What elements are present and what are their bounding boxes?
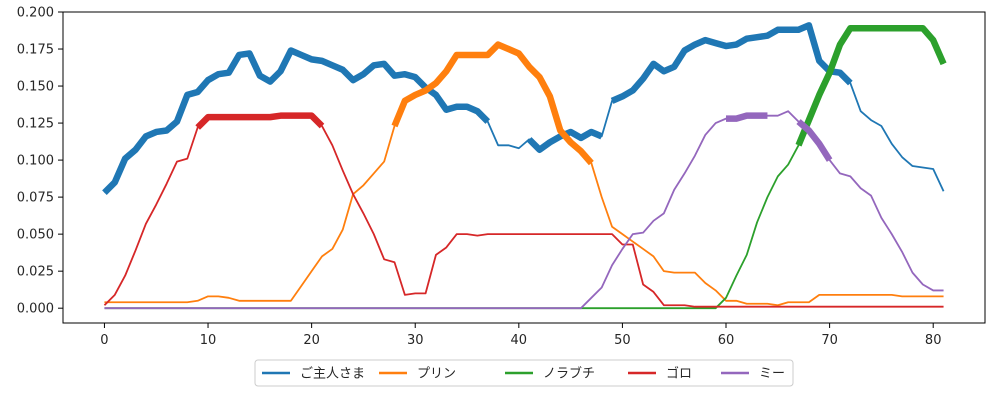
y-tick-label: 0.050 bbox=[17, 228, 54, 243]
y-tick-label: 0.150 bbox=[17, 80, 54, 95]
x-tick-label: 60 bbox=[718, 333, 735, 348]
legend-label: ご主人さま bbox=[300, 366, 365, 382]
x-tick-label: 70 bbox=[821, 333, 838, 348]
legend-label: ノラブチ bbox=[543, 366, 595, 382]
series-highlight-4-0 bbox=[726, 112, 768, 122]
series-highlight-0-2 bbox=[610, 22, 853, 104]
y-tick-label: 0.075 bbox=[17, 191, 54, 206]
legend-label: ミー bbox=[759, 367, 785, 382]
series-highlight-3-0 bbox=[195, 112, 325, 130]
series-highlight-0-0 bbox=[102, 47, 491, 195]
legend: ご主人さま プリン ノラブチ ゴロ ミー bbox=[254, 359, 794, 387]
y-tick-label: 0.125 bbox=[17, 117, 54, 132]
plot-frame bbox=[62, 11, 986, 324]
y-tick-label: 0.100 bbox=[17, 154, 54, 169]
y-tick-label: 0.175 bbox=[17, 43, 54, 58]
y-tick-label: 0.025 bbox=[17, 265, 54, 280]
axes-layer: 0 10 20 30 40 50 60 70 80 0.000 0.025 0.050 0.075 0.1… bbox=[17, 6, 986, 348]
x-tick-label: 80 bbox=[925, 333, 942, 348]
series-layer bbox=[102, 22, 947, 310]
legend-label: ゴロ bbox=[666, 366, 692, 382]
legend-label: プリン bbox=[417, 367, 456, 382]
y-tick-label: 0.000 bbox=[17, 302, 54, 317]
y-tick-label: 0.200 bbox=[17, 6, 54, 21]
x-tick-label: 0 bbox=[100, 333, 108, 348]
x-tick-label: 30 bbox=[407, 333, 424, 348]
x-tick-label: 10 bbox=[200, 333, 217, 348]
x-tick-label: 40 bbox=[511, 333, 528, 348]
x-tick-label: 20 bbox=[303, 333, 320, 348]
series-highlight-1-0 bbox=[391, 41, 594, 166]
series-highlight-2-0 bbox=[795, 25, 947, 147]
x-tick-label: 50 bbox=[614, 333, 631, 348]
series-highlight-4-1 bbox=[796, 119, 833, 162]
